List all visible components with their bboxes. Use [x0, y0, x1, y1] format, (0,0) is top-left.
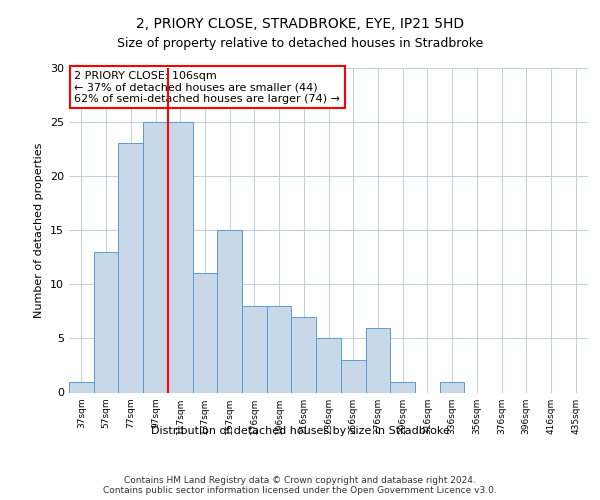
- Bar: [94, 252, 118, 392]
- Bar: [440, 382, 464, 392]
- Bar: [365, 328, 390, 392]
- Text: 2, PRIORY CLOSE, STRADBROKE, EYE, IP21 5HD: 2, PRIORY CLOSE, STRADBROKE, EYE, IP21 5…: [136, 18, 464, 32]
- Bar: [341, 360, 365, 392]
- Bar: [193, 274, 217, 392]
- Bar: [292, 316, 316, 392]
- Bar: [316, 338, 341, 392]
- Bar: [390, 382, 415, 392]
- Text: Distribution of detached houses by size in Stradbroke: Distribution of detached houses by size …: [151, 426, 449, 436]
- Bar: [217, 230, 242, 392]
- Text: 2 PRIORY CLOSE: 106sqm
← 37% of detached houses are smaller (44)
62% of semi-det: 2 PRIORY CLOSE: 106sqm ← 37% of detached…: [74, 70, 340, 104]
- Bar: [118, 144, 143, 392]
- Bar: [242, 306, 267, 392]
- Text: Contains HM Land Registry data © Crown copyright and database right 2024.
Contai: Contains HM Land Registry data © Crown c…: [103, 476, 497, 495]
- Bar: [143, 122, 168, 392]
- Bar: [168, 122, 193, 392]
- Text: Size of property relative to detached houses in Stradbroke: Size of property relative to detached ho…: [117, 38, 483, 51]
- Bar: [267, 306, 292, 392]
- Y-axis label: Number of detached properties: Number of detached properties: [34, 142, 44, 318]
- Bar: [69, 382, 94, 392]
